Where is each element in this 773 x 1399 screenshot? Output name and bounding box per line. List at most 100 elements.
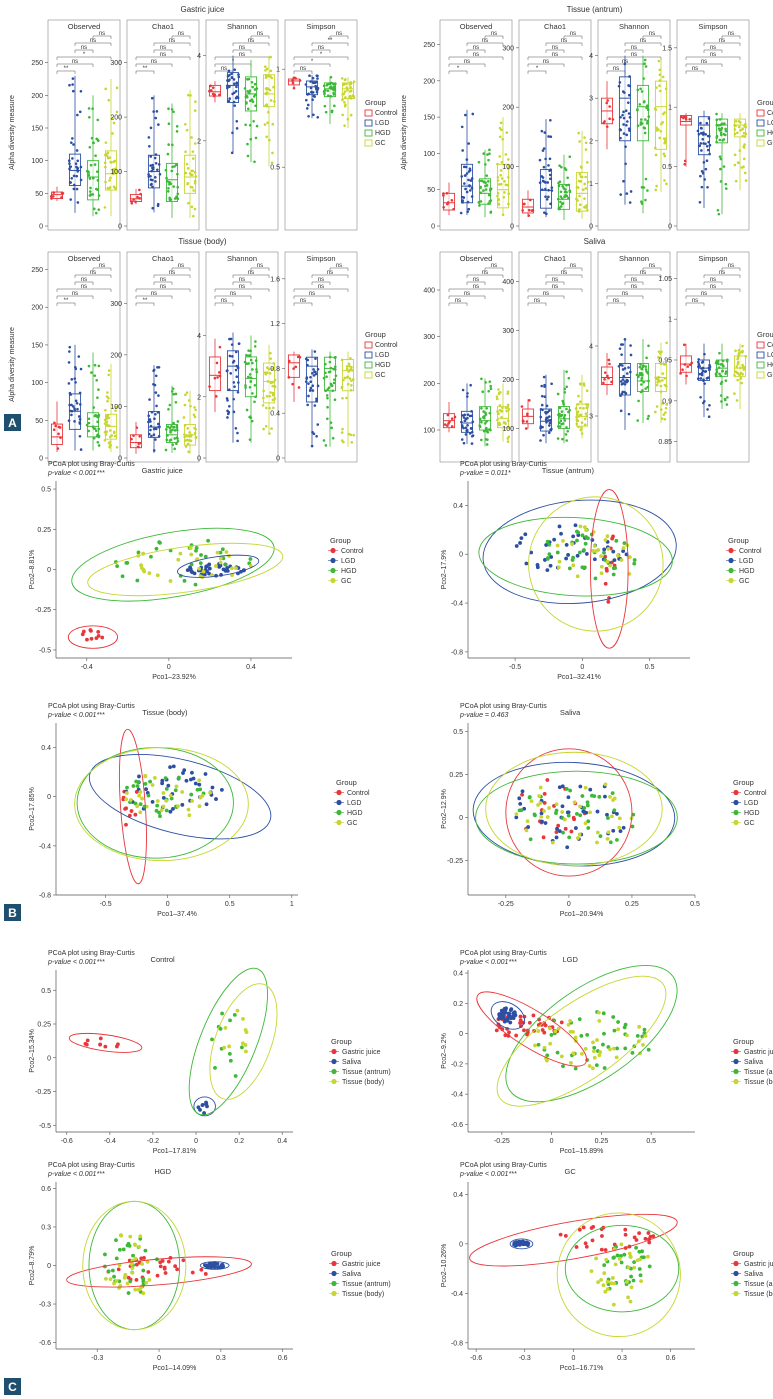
data-point [482, 189, 485, 192]
data-point [104, 180, 107, 184]
scatter-point [571, 563, 576, 568]
data-point [157, 435, 161, 438]
data-point [640, 122, 644, 125]
scatter-point [586, 819, 591, 824]
data-point [608, 105, 611, 108]
significance-label: ns [99, 31, 105, 37]
scatter-point [621, 825, 626, 830]
data-point [659, 390, 663, 393]
significance-label: ns [169, 38, 175, 44]
data-point [644, 387, 647, 390]
data-point [499, 173, 502, 177]
data-point [326, 89, 330, 93]
significance-label: ns [561, 270, 567, 276]
data-point [172, 426, 176, 429]
data-point [232, 359, 236, 363]
data-point [696, 129, 700, 133]
data-point [543, 395, 547, 399]
significance-bracket [56, 295, 94, 299]
data-point [237, 73, 240, 76]
scatter-point [220, 1011, 224, 1016]
data-point [291, 81, 295, 85]
data-point [741, 134, 745, 138]
data-point [79, 367, 83, 371]
scatter-point [213, 564, 218, 568]
data-point [557, 181, 560, 185]
scatter-point [547, 552, 552, 557]
data-point [306, 358, 310, 362]
data-point [496, 179, 500, 182]
data-point [627, 112, 631, 115]
data-point [469, 383, 472, 387]
legend-label: Saliva [744, 1059, 763, 1066]
scatter-point [188, 567, 193, 572]
scatter-point [178, 551, 183, 556]
data-point [187, 201, 190, 205]
scatter-point [599, 564, 604, 569]
data-point [266, 121, 269, 125]
confidence-ellipse [490, 1001, 525, 1030]
data-point [638, 103, 642, 106]
data-point [549, 428, 552, 432]
data-point [700, 371, 704, 375]
y-tick-label: 0.2 [453, 1001, 463, 1008]
data-point [268, 394, 271, 398]
data-point [647, 379, 650, 383]
confidence-ellipse [87, 542, 284, 597]
y-axis-label: Pco2–8.79% [29, 1246, 36, 1286]
alpha-subplot-shannon: Shannon01234nsnsnsnsnsns [589, 19, 671, 231]
data-point [311, 371, 314, 375]
scatter-point [228, 1058, 233, 1063]
significance-label: ns [230, 291, 236, 297]
data-point [563, 167, 567, 170]
data-point [218, 93, 221, 97]
subplot-frame [205, 251, 279, 463]
scatter-point [605, 816, 610, 820]
scatter-point [545, 557, 550, 561]
data-point [467, 178, 470, 182]
scatter-point [207, 566, 212, 571]
y-tick-label: 300 [110, 301, 122, 308]
significance-bracket [527, 70, 547, 74]
scatter-point [554, 835, 559, 840]
y-tick-label: 0.8 [270, 366, 280, 373]
scatter-point [514, 544, 519, 548]
data-point [577, 415, 581, 418]
data-point [104, 165, 107, 169]
data-point [622, 116, 626, 120]
data-point [645, 356, 648, 360]
data-point [172, 110, 175, 114]
data-point [193, 426, 196, 430]
scatter-point [80, 632, 85, 637]
data-point [189, 185, 193, 189]
box-body [341, 358, 355, 392]
data-point [291, 79, 294, 82]
box-body [733, 355, 747, 377]
scatter-point [594, 1256, 599, 1261]
data-point [79, 403, 82, 406]
data-point [247, 349, 250, 352]
scatter-point [608, 840, 613, 845]
scatter-point [605, 812, 609, 817]
box-gc [733, 113, 748, 191]
y-tick-label: 100 [31, 158, 43, 165]
significance-bracket [703, 281, 723, 285]
significance-label: ns [99, 263, 105, 269]
data-point [643, 62, 646, 66]
panel-label-box [4, 414, 21, 431]
data-point [735, 399, 739, 402]
data-point [147, 414, 151, 418]
significance-label: ns [570, 31, 576, 37]
data-point [112, 169, 116, 173]
data-point [91, 193, 95, 196]
data-point [111, 132, 114, 135]
data-point [109, 429, 112, 432]
data-point [313, 370, 316, 374]
data-point [97, 388, 100, 391]
data-point [479, 191, 483, 194]
scatter-point [140, 796, 144, 801]
data-point [262, 427, 265, 431]
